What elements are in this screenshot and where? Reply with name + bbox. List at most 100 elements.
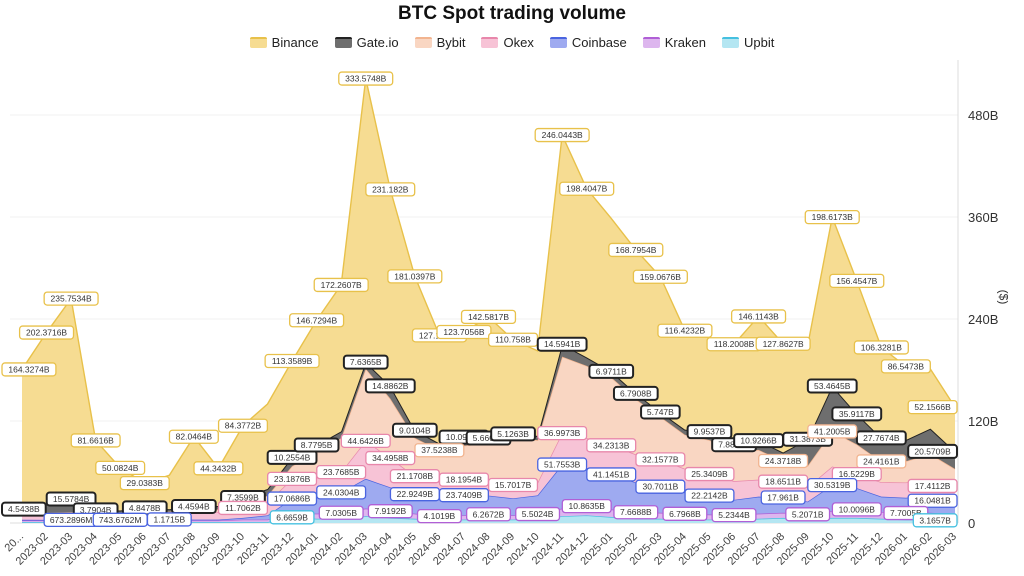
data-label-text: 168.7954B bbox=[615, 245, 656, 255]
data-label-okex: 18.6511B bbox=[758, 474, 809, 489]
legend-item-upbit[interactable]: Upbit bbox=[721, 35, 774, 50]
data-label-text: 31.3873B bbox=[789, 434, 826, 444]
legend-item-coinbase[interactable]: Coinbase bbox=[549, 35, 627, 50]
data-label-coinbase: 673.2896M bbox=[43, 512, 99, 528]
data-label-bybit: 24.3718B bbox=[758, 453, 809, 469]
legend-label: Binance bbox=[271, 35, 319, 50]
data-label-binance: 44.3432B bbox=[193, 461, 244, 476]
data-label-text: 84.3772B bbox=[225, 421, 262, 431]
data-label-gateio: 35.9117B bbox=[831, 406, 883, 422]
data-label-text: 23.1876B bbox=[274, 474, 311, 484]
data-label-box bbox=[829, 273, 885, 288]
legend-item-kraken[interactable]: Kraken bbox=[642, 35, 706, 50]
data-label-gateio: 15.5784B bbox=[45, 491, 97, 507]
data-label-text: 11.7062B bbox=[225, 503, 261, 513]
data-label-binance: 159.0676B bbox=[632, 269, 688, 284]
data-label-bybit: 41.2005B bbox=[807, 424, 858, 439]
data-label-box bbox=[340, 433, 391, 449]
data-label-binance: 146.1143B bbox=[730, 309, 787, 324]
legend-swatch bbox=[549, 37, 567, 48]
data-label-coinbase: 16.0481B bbox=[907, 493, 958, 508]
data-label-gateio: 10.9266B bbox=[733, 433, 784, 449]
data-label-coinbase: 30.5319B bbox=[807, 477, 858, 493]
data-label-text: 21.1708B bbox=[397, 471, 434, 481]
data-label-box bbox=[831, 406, 883, 422]
data-label-box bbox=[608, 242, 664, 258]
data-label-okex: 25.3409B bbox=[684, 466, 735, 482]
data-label-box bbox=[855, 430, 907, 446]
data-label-text: 30.5319B bbox=[814, 480, 851, 490]
data-label-binance: 113.3589B bbox=[264, 353, 320, 369]
legend: Binance Gate.io Bybit Okex Coinbase Kraken Upb… bbox=[0, 35, 1024, 50]
data-label-kraken: 5.5024B bbox=[515, 506, 561, 522]
data-label-box bbox=[831, 502, 882, 517]
y-tick-label: 480B bbox=[968, 108, 998, 123]
data-label-box bbox=[264, 353, 320, 369]
data-label-text: 116.4232B bbox=[665, 326, 706, 336]
data-label-text: 4.4594B bbox=[178, 501, 210, 511]
data-label-box bbox=[414, 443, 465, 458]
legend-item-bybit[interactable]: Bybit bbox=[414, 35, 465, 50]
data-label-text: 198.4047B bbox=[566, 184, 607, 194]
data-label-box bbox=[907, 443, 959, 459]
data-label-gateio: 14.8862B bbox=[364, 378, 416, 394]
data-label-okex: 36.9973B bbox=[537, 425, 588, 441]
data-label-text: 14.5941B bbox=[544, 339, 581, 349]
data-label-gateio: 9.0104B bbox=[391, 422, 438, 438]
data-label-text: 123.7056B bbox=[443, 327, 484, 337]
data-label-box bbox=[657, 323, 713, 338]
data-label-box bbox=[267, 491, 318, 506]
data-label-text: 15.7017B bbox=[495, 480, 532, 490]
data-label-text: 164.3274B bbox=[8, 364, 49, 374]
data-label-text: 146.1143B bbox=[738, 311, 779, 321]
data-label-text: 41.1451B bbox=[593, 469, 630, 479]
data-label-box bbox=[364, 378, 416, 394]
data-label-box bbox=[387, 269, 443, 284]
data-label-binance: 231.182B bbox=[365, 182, 416, 197]
data-label-box bbox=[18, 325, 75, 340]
y-tick-label: 120B bbox=[968, 414, 998, 429]
data-label-coinbase: 22.9249B bbox=[389, 487, 440, 502]
data-label-binance: 142.5817B bbox=[460, 309, 517, 325]
data-label-text: 5.2071B bbox=[792, 509, 824, 519]
data-label-box bbox=[490, 426, 536, 442]
data-label-text: 6.9711B bbox=[596, 366, 627, 376]
data-label-box bbox=[662, 506, 708, 521]
data-label-text: 50.0824B bbox=[102, 463, 139, 473]
data-label-text: 5.1263B bbox=[497, 429, 529, 439]
data-label-text: 18.6511B bbox=[765, 477, 801, 487]
data-label-box bbox=[806, 378, 858, 394]
data-label-gateio: 10.2554B bbox=[266, 449, 318, 465]
data-label-box bbox=[755, 336, 811, 351]
data-label-binance: 156.4547B bbox=[829, 273, 885, 288]
data-label-text: 32.1577B bbox=[642, 454, 679, 464]
data-label-box bbox=[684, 466, 735, 482]
data-label-okex: 32.1577B bbox=[635, 452, 686, 467]
data-label-text: 156.4547B bbox=[836, 276, 877, 286]
data-label-box bbox=[365, 182, 416, 197]
data-label-binance: 202.3716B bbox=[18, 325, 75, 340]
data-label-text: 22.2142B bbox=[691, 491, 728, 501]
data-label-text: 34.2313B bbox=[593, 440, 630, 450]
data-label-text: 24.4161B bbox=[863, 456, 900, 466]
data-label-text: 16.0481B bbox=[914, 496, 951, 506]
data-label-coinbase: 22.2142B bbox=[684, 488, 735, 503]
data-label-box bbox=[488, 477, 539, 493]
data-label-box bbox=[534, 127, 590, 143]
legend-item-binance[interactable]: Binance bbox=[249, 35, 319, 50]
legend-item-okex[interactable]: Okex bbox=[481, 35, 534, 50]
legend-swatch bbox=[481, 37, 499, 48]
data-label-box bbox=[807, 477, 858, 493]
data-label-text: 743.6762M bbox=[99, 515, 142, 525]
data-label-box bbox=[804, 210, 860, 225]
data-label-box bbox=[171, 498, 217, 514]
data-label-box bbox=[537, 457, 588, 472]
area-coinbase bbox=[22, 464, 955, 521]
data-label-box bbox=[289, 313, 345, 328]
data-label-text: 23.7409B bbox=[446, 490, 483, 500]
legend-item-gateio[interactable]: Gate.io bbox=[334, 35, 399, 50]
data-label-box bbox=[807, 424, 858, 439]
legend-swatch bbox=[721, 37, 739, 48]
data-label-box bbox=[758, 453, 809, 469]
